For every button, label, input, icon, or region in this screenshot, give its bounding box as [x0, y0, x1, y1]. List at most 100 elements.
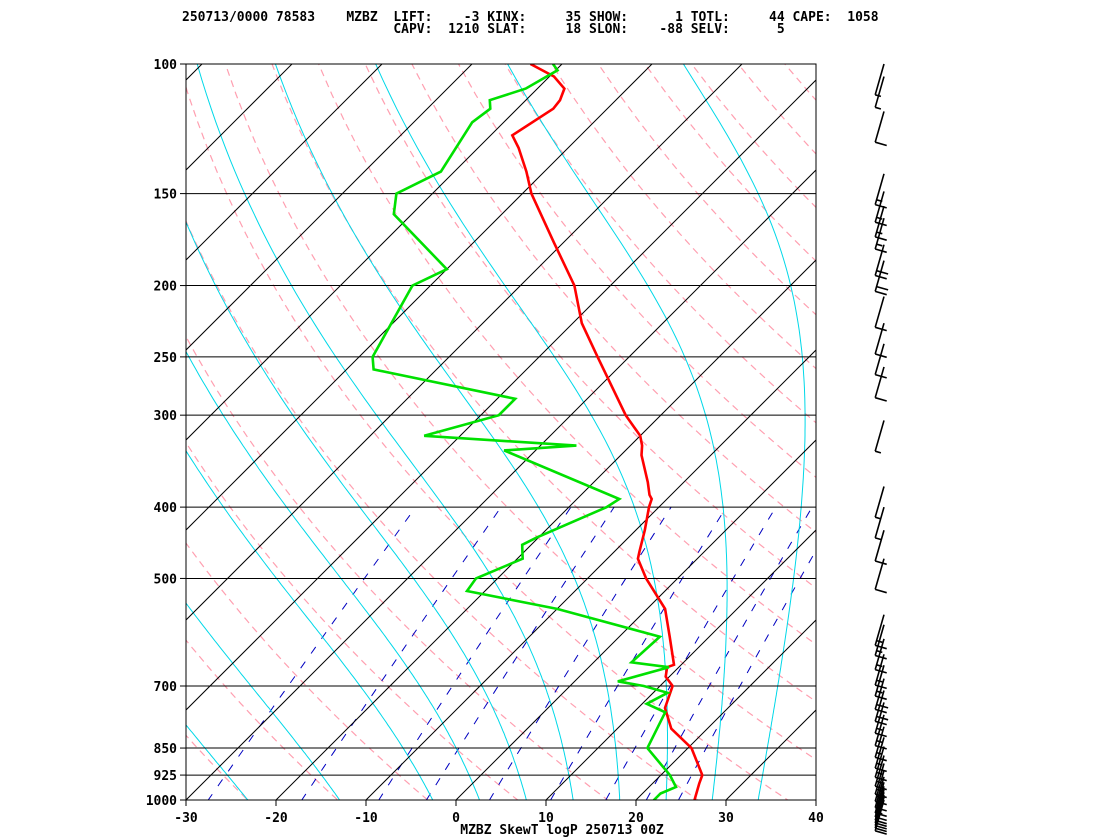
- moist-adiabat: [375, 64, 668, 800]
- pressure-tick-label: 850: [154, 742, 178, 757]
- moist-adiabat: [186, 350, 481, 800]
- wind-barb: [874, 530, 887, 566]
- mixing-ratio-line: [677, 549, 816, 800]
- wind-barb: [874, 366, 887, 402]
- wind-barb: [874, 654, 887, 690]
- pressure-tick-label: 200: [154, 280, 178, 295]
- wind-barb: [874, 770, 887, 806]
- temperature-trace: [510, 64, 704, 800]
- dry-adiabat: [737, 64, 816, 155]
- wind-barb: [874, 244, 889, 280]
- pressure-tick-label: 700: [154, 680, 178, 695]
- dry-adiabat: [925, 64, 1120, 816]
- dry-adiabat: [551, 64, 816, 370]
- moist-adiabat: [186, 220, 527, 800]
- dry-adiabat: [504, 64, 816, 424]
- temperature-tick-label: 0: [452, 811, 460, 826]
- wind-barb: [874, 63, 885, 98]
- wind-barb: [874, 486, 885, 520]
- dry-adiabat: [784, 64, 816, 101]
- isotherm: [186, 64, 293, 171]
- mixing-ratio-line: [550, 506, 727, 800]
- dry-adiabat: [186, 85, 789, 800]
- dry-adiabat: [597, 64, 816, 316]
- isotherm: [186, 169, 816, 800]
- dry-adiabat: [1065, 64, 1120, 816]
- wind-barb: [874, 746, 887, 782]
- dry-adiabat: [186, 219, 699, 800]
- temperature-tick-label: 30: [718, 811, 734, 826]
- mixing-ratio-line: [425, 506, 615, 800]
- trace-layer: [371, 64, 704, 800]
- pressure-tick-label: 500: [154, 572, 178, 587]
- dry-adiabat: [364, 64, 816, 589]
- dry-adiabat: [691, 64, 816, 209]
- dry-adiabat: [271, 64, 816, 703]
- wind-barb: [874, 638, 887, 674]
- dry-adiabat: [186, 734, 249, 800]
- isotherm: [725, 709, 816, 800]
- dry-adiabat: [1018, 64, 1120, 816]
- grid-layer: [0, 63, 1120, 816]
- pressure-tick-label: 1000: [146, 794, 177, 809]
- moist-adiabat: [682, 64, 806, 800]
- mixing-ratio-line: [605, 506, 777, 800]
- header-line-2: CAPV: 1210 SLAT: 18 SLON: -88 SELV: 5: [182, 22, 785, 37]
- isotherm: [0, 64, 22, 800]
- wind-barb: [874, 205, 887, 241]
- mixing-ratio-line: [207, 506, 417, 800]
- dry-adiabat: [0, 64, 172, 816]
- wind-barbs: [874, 63, 889, 835]
- chart-title: MZBZ SkewT logP 250713 00Z: [460, 823, 664, 838]
- temperature-tick-label: -20: [264, 811, 288, 826]
- temperature-tick-label: -10: [354, 811, 378, 826]
- wind-barb: [874, 296, 887, 332]
- temperature-tick-label: 20: [628, 811, 644, 826]
- temperature-tick-label: -30: [174, 811, 198, 826]
- wind-barb: [874, 173, 887, 209]
- temperature-tick-label: 40: [808, 811, 824, 826]
- isotherm: [186, 64, 743, 621]
- mixing-ratio-line: [488, 506, 672, 800]
- pressure-tick-label: 250: [154, 351, 178, 366]
- dry-adiabat: [971, 64, 1120, 816]
- header-line-1: 250713/0000 78583 MZBZ LIFT: -3 KINX: 35…: [182, 10, 879, 25]
- dry-adiabat: [186, 639, 339, 800]
- moist-adiabat: [274, 64, 621, 800]
- isotherm: [365, 349, 816, 800]
- dry-adiabat: [224, 64, 816, 761]
- isotherm: [455, 439, 816, 800]
- dry-adiabat: [186, 542, 429, 800]
- moist-adiabat: [196, 64, 574, 800]
- wind-barb: [874, 506, 885, 541]
- isotherm: [635, 619, 816, 800]
- wind-barb: [874, 714, 887, 750]
- dry-adiabat: [457, 64, 816, 479]
- wind-barb: [874, 678, 889, 714]
- dry-adiabat: [186, 335, 609, 800]
- isotherm: [186, 64, 383, 261]
- wind-barb: [874, 343, 887, 379]
- wind-barb: [874, 191, 887, 227]
- pressure-tick-label: 925: [154, 769, 177, 784]
- isotherm: [186, 79, 816, 711]
- dry-adiabat: [411, 64, 816, 534]
- wind-barb: [874, 755, 887, 791]
- wind-barb: [874, 789, 887, 825]
- plot-frame: [185, 63, 817, 801]
- wind-barb: [874, 786, 887, 822]
- moist-adiabat: [186, 724, 249, 800]
- isotherm: [186, 64, 473, 351]
- moist-adiabat: [186, 602, 341, 800]
- wind-barb: [874, 614, 887, 650]
- wind-barb: [874, 76, 885, 110]
- dry-adiabat: [831, 64, 1120, 816]
- mixing-ratio-line: [378, 506, 572, 800]
- wind-barb: [874, 420, 885, 454]
- wind-barb: [874, 322, 887, 359]
- isotherm: [545, 529, 816, 800]
- dry-adiabat: [878, 64, 1120, 816]
- wind-barb: [874, 624, 887, 660]
